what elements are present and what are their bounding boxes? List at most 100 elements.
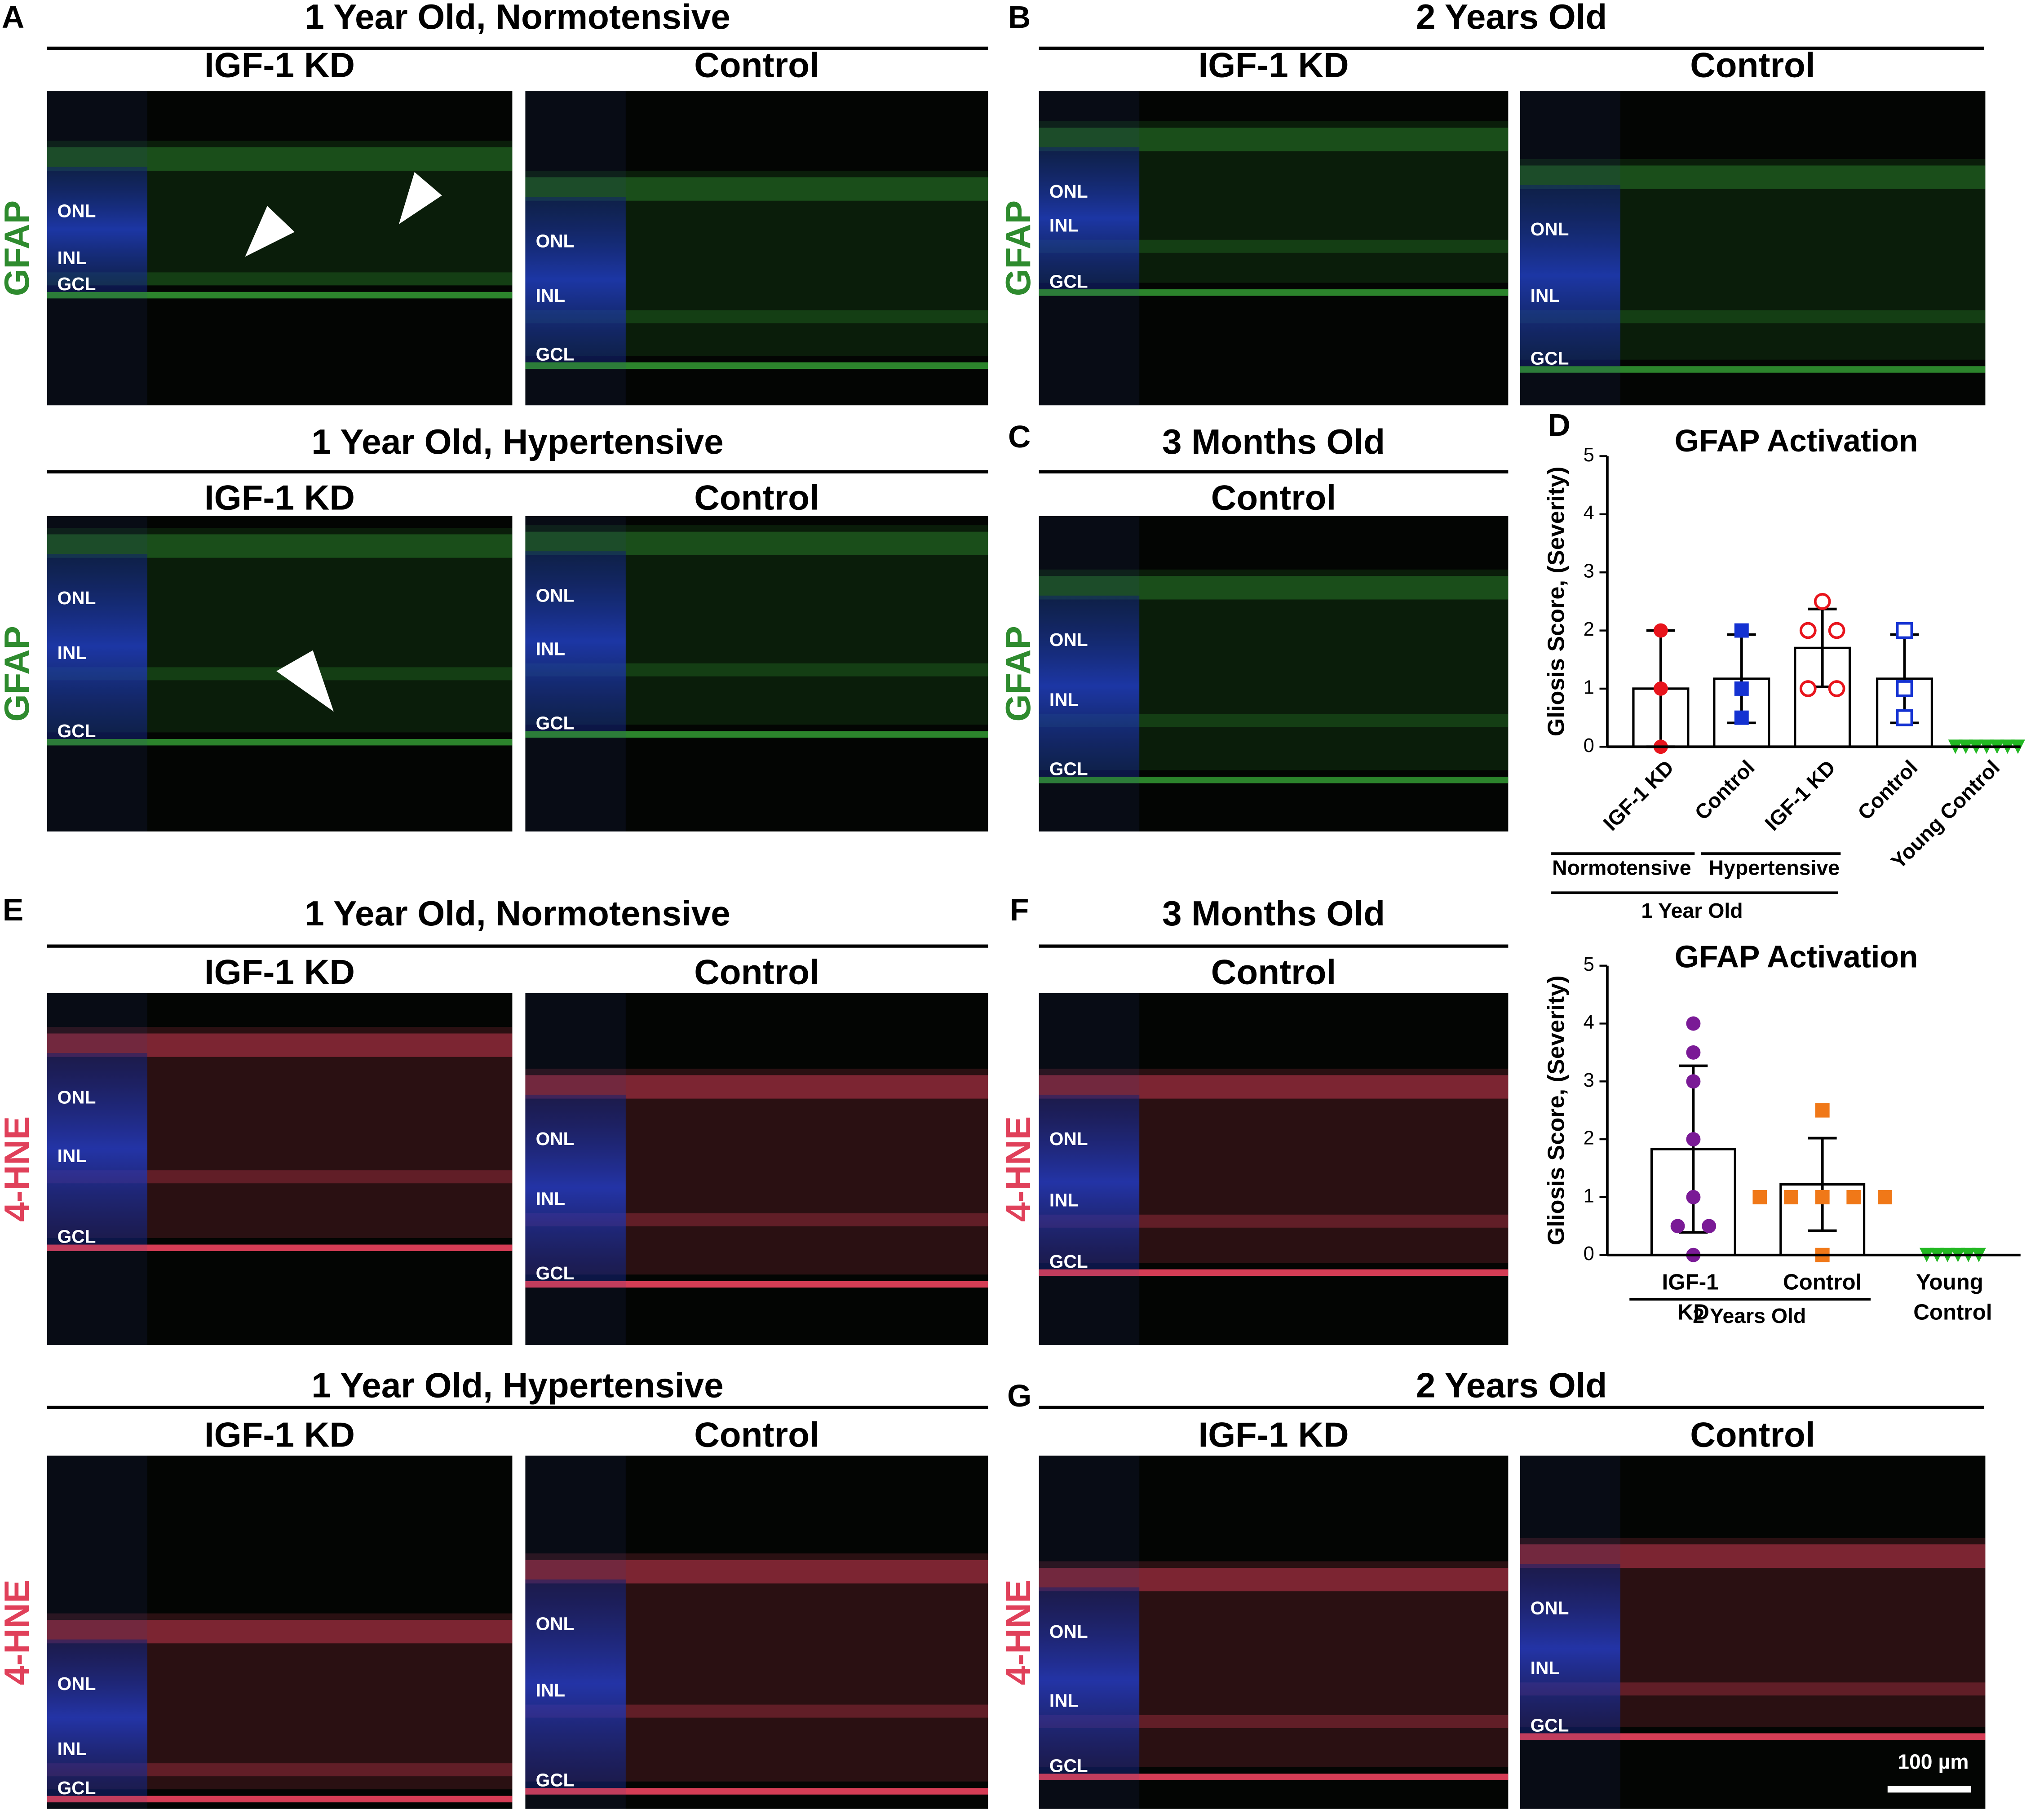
image-title: Control	[694, 45, 819, 85]
layer-label: ONL	[1049, 629, 1088, 650]
y-tick-label: 1	[1584, 677, 1594, 698]
data-point	[1734, 710, 1749, 725]
layer-label: INL	[58, 642, 87, 663]
layer-label: GCL	[536, 344, 575, 365]
panel-letter: A	[2, 0, 24, 35]
data-point	[1799, 680, 1817, 697]
micrograph	[1520, 91, 1986, 406]
y-tick-label: 0	[1584, 1243, 1594, 1265]
y-axis-label: Gliosis Score, (Severity)	[1543, 975, 1569, 1245]
micrograph	[1039, 993, 1509, 1345]
arrowhead	[276, 650, 334, 712]
layer-label: INL	[536, 1680, 565, 1700]
group-label: 2 Years Old	[1693, 1304, 1806, 1327]
signal-line	[1039, 1774, 1509, 1780]
layer-label: INL	[1531, 1658, 1560, 1678]
layer-label: GCL	[1531, 1715, 1569, 1736]
data-point	[1814, 593, 1831, 610]
dim-strip	[525, 516, 626, 832]
layer-label: ONL	[536, 585, 575, 606]
nuclear-strip	[525, 1579, 626, 1788]
panel-title: 3 Months Old	[1162, 894, 1385, 933]
signal-line	[47, 739, 513, 746]
layer-label: ONL	[1049, 1128, 1088, 1149]
layer-label: GCL	[58, 721, 96, 741]
x-tick-label: Control	[1853, 756, 1922, 824]
layer-label: INL	[536, 1189, 565, 1209]
data-point	[1653, 681, 1668, 696]
micrograph	[47, 993, 513, 1345]
layer-label: GCL	[1049, 1756, 1088, 1776]
stain-label: 4-HNE	[998, 1579, 1038, 1685]
layer-label: GCL	[58, 1778, 96, 1798]
signal-line	[525, 731, 988, 738]
nuclear-strip	[525, 551, 626, 731]
signal-line	[1039, 777, 1509, 783]
panel-title: 2 Years Old	[1416, 0, 1607, 36]
arrowhead	[398, 172, 442, 224]
y-tick-label: 5	[1584, 954, 1594, 975]
layer-label: ONL	[1531, 219, 1569, 239]
scale-label: 100 µm	[1898, 1750, 1969, 1773]
micrograph	[525, 993, 988, 1345]
image-title: Control	[694, 1415, 819, 1455]
nuclear-strip	[1520, 185, 1620, 367]
micrograph	[525, 516, 988, 832]
image-title: Control	[1690, 1415, 1815, 1455]
nuclear-strip	[47, 553, 147, 739]
y-tick-label: 2	[1584, 619, 1594, 640]
stain-label: 4-HNE	[998, 1116, 1038, 1222]
layer-label: INL	[58, 248, 87, 268]
dim-strip	[1520, 91, 1620, 406]
nuclear-strip	[47, 167, 147, 292]
dim-strip	[1039, 993, 1140, 1345]
data-point	[1896, 622, 1913, 639]
panel-letter: F	[1010, 892, 1029, 927]
y-tick-label: 4	[1584, 1012, 1594, 1033]
micrograph	[525, 91, 988, 406]
panel-letter: D	[1548, 407, 1570, 442]
layer-label: ONL	[1049, 1621, 1088, 1642]
layer-label: GCL	[1531, 348, 1569, 368]
arrowhead	[245, 206, 295, 257]
image-title: Control	[1211, 478, 1336, 518]
x-tick-label: IGF-1 KD	[1760, 756, 1840, 835]
y-tick-label: 5	[1584, 444, 1594, 466]
panel-letter: C	[1008, 419, 1031, 454]
layer-label: GCL	[1049, 758, 1088, 779]
layer-label: INL	[536, 638, 565, 659]
x-tick-label: Control	[1690, 756, 1759, 824]
layer-label: INL	[536, 285, 565, 306]
layer-label: INL	[58, 1146, 87, 1166]
signal-line	[525, 362, 988, 369]
layer-label: GCL	[536, 713, 575, 734]
dim-strip	[1039, 516, 1140, 832]
data-point	[1752, 1190, 1767, 1204]
layer-label: INL	[1049, 1190, 1079, 1211]
panel-title: 1 Year Old, Hypertensive	[311, 1365, 723, 1405]
signal-line	[1039, 289, 1509, 296]
panel-title: 1 Year Old, Hypertensive	[311, 422, 723, 461]
dim-strip	[1520, 1455, 1620, 1809]
image-title: Control	[1211, 952, 1336, 992]
label-line: Young	[1916, 1270, 1989, 1295]
data-point	[1896, 709, 1913, 726]
data-point	[1815, 1103, 1830, 1118]
layer-label: GCL	[1049, 1251, 1088, 1272]
dim-strip	[1039, 1455, 1140, 1809]
panel-title: 3 Months Old	[1162, 422, 1385, 461]
layer-label: ONL	[58, 1673, 96, 1694]
group-label: Normotensive	[1552, 856, 1691, 879]
signal-line	[47, 1796, 513, 1803]
y-tick-label: 3	[1584, 561, 1594, 582]
data-point	[1686, 1045, 1701, 1060]
data-point	[1686, 1074, 1701, 1089]
image-title: Control	[694, 478, 819, 518]
signal-line	[1039, 1269, 1509, 1276]
micrograph	[1520, 1455, 1986, 1809]
data-point	[1878, 1190, 1892, 1204]
signal-band	[47, 534, 513, 558]
x-tick-label: Young Control	[1913, 1270, 1992, 1325]
data-point	[1670, 1219, 1685, 1234]
